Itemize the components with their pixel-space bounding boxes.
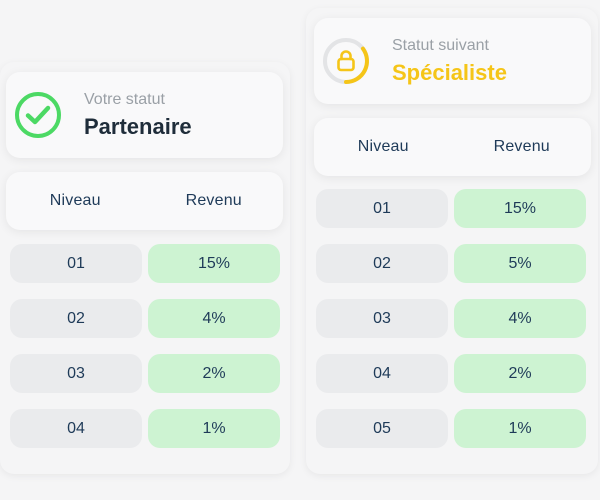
revenue-cell: 2% bbox=[454, 354, 586, 393]
revenue-cell: 15% bbox=[454, 189, 586, 228]
table-row: 03 4% bbox=[316, 299, 586, 338]
next-status-text: Statut suivant Spécialiste bbox=[392, 36, 507, 88]
level-cell: 02 bbox=[10, 299, 142, 338]
level-cell: 02 bbox=[316, 244, 448, 283]
current-table-rows: 01 15% 02 4% 03 2% 04 1% bbox=[10, 244, 280, 464]
table-row: 02 5% bbox=[316, 244, 586, 283]
next-status-value: Spécialiste bbox=[392, 60, 507, 85]
revenue-cell: 2% bbox=[148, 354, 280, 393]
table-row: 01 15% bbox=[10, 244, 280, 283]
lock-progress-icon bbox=[323, 38, 369, 84]
next-status-panel: Statut suivant Spécialiste Niveau Revenu… bbox=[306, 8, 598, 474]
revenue-cell: 5% bbox=[454, 244, 586, 283]
table-row: 01 15% bbox=[316, 189, 586, 228]
level-cell: 05 bbox=[316, 409, 448, 448]
table-row: 04 1% bbox=[10, 409, 280, 448]
progress-ring bbox=[344, 46, 369, 84]
revenue-cell: 1% bbox=[148, 409, 280, 448]
revenue-cell: 4% bbox=[148, 299, 280, 338]
table-row: 03 2% bbox=[10, 354, 280, 393]
current-table-header: Niveau Revenu bbox=[6, 172, 283, 230]
next-table-rows: 01 15% 02 5% 03 4% 04 2% 05 1% bbox=[316, 189, 586, 464]
lock-icon bbox=[337, 50, 355, 72]
current-status-value: Partenaire bbox=[84, 114, 192, 139]
revenue-cell: 1% bbox=[454, 409, 586, 448]
current-status-card: Votre statut Partenaire bbox=[6, 72, 283, 158]
level-cell: 03 bbox=[316, 299, 448, 338]
table-row: 04 2% bbox=[316, 354, 586, 393]
next-status-card: Statut suivant Spécialiste bbox=[314, 18, 591, 104]
check-circle-icon bbox=[15, 92, 61, 138]
next-table-header: Niveau Revenu bbox=[314, 118, 591, 176]
header-revenue: Revenu bbox=[493, 138, 550, 155]
header-level: Niveau bbox=[49, 192, 101, 209]
current-status-label: Votre statut bbox=[84, 91, 165, 108]
revenue-cell: 15% bbox=[148, 244, 280, 283]
level-cell: 03 bbox=[10, 354, 142, 393]
next-status-label: Statut suivant bbox=[392, 37, 489, 54]
current-status-panel: Votre statut Partenaire Niveau Revenu 01… bbox=[0, 62, 290, 474]
current-status-text: Votre statut Partenaire bbox=[84, 90, 192, 142]
level-cell: 01 bbox=[10, 244, 142, 283]
level-cell: 01 bbox=[316, 189, 448, 228]
level-cell: 04 bbox=[316, 354, 448, 393]
revenue-cell: 4% bbox=[454, 299, 586, 338]
table-row: 05 1% bbox=[316, 409, 586, 448]
table-row: 02 4% bbox=[10, 299, 280, 338]
header-revenue: Revenu bbox=[185, 192, 242, 209]
level-cell: 04 bbox=[10, 409, 142, 448]
header-level: Niveau bbox=[357, 138, 409, 155]
